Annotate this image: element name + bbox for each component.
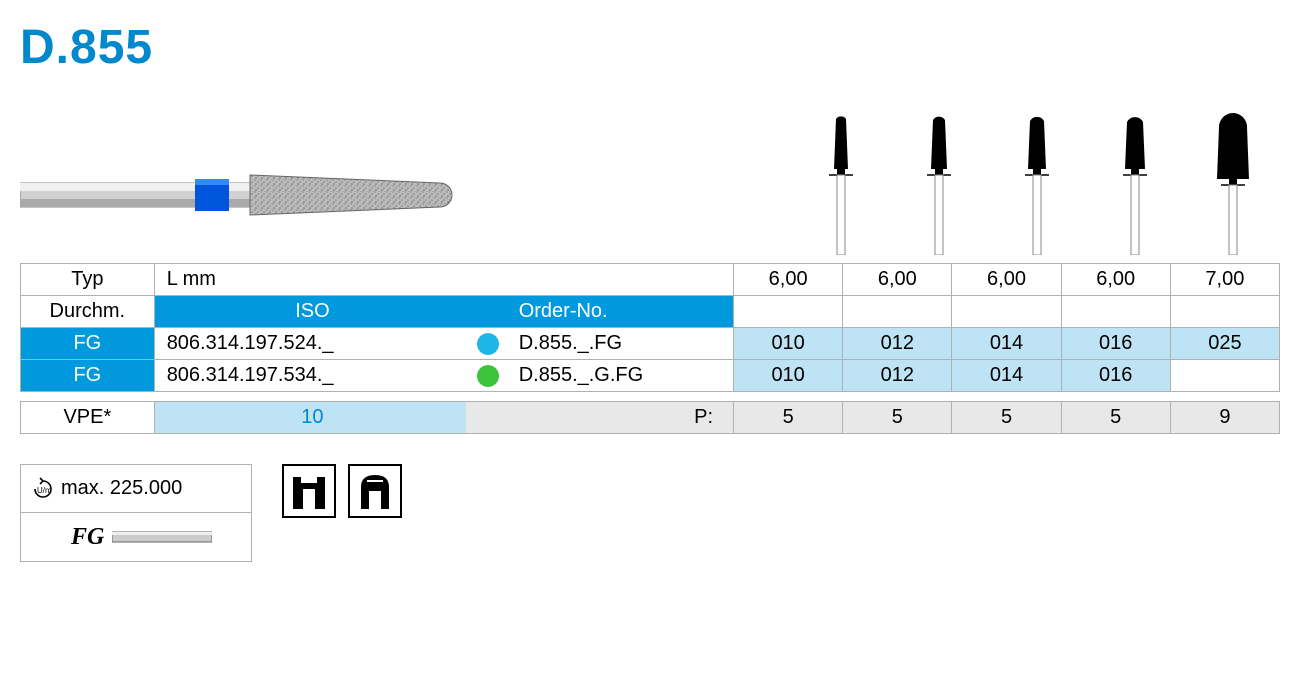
svg-text:U/m: U/m	[37, 486, 52, 495]
shank-icon	[112, 528, 212, 546]
variant-0-size-1: 012	[843, 328, 952, 360]
rpm-text: max. 225.000	[61, 477, 182, 500]
size-silhouette-4	[1184, 95, 1282, 255]
lmm-2: 6,00	[952, 264, 1061, 296]
row-variant-1: FG 806.314.197.534._ D.855._.G.FG 010 01…	[21, 360, 1280, 392]
fg-label: FG	[71, 524, 104, 551]
product-title: D.855	[20, 20, 1282, 75]
hero-bur-image	[20, 135, 480, 255]
variant-0-iso: 806.314.197.524._	[154, 328, 466, 360]
application-icons	[282, 464, 402, 518]
label-durchm: Durchm.	[21, 296, 155, 328]
variant-0-size-3: 016	[1061, 328, 1170, 360]
blank	[511, 264, 734, 296]
rpm-icon: U/m	[29, 475, 57, 503]
variant-1-size-0: 010	[734, 360, 843, 392]
header-orderno: Order-No.	[511, 296, 734, 328]
spec-table: Typ L mm 6,00 6,00 6,00 6,00 7,00 Durchm…	[20, 263, 1280, 434]
rpm-box: U/m max. 225.000 FG	[20, 464, 252, 562]
p-3: 5	[1061, 402, 1170, 434]
p-0: 5	[734, 402, 843, 434]
variant-1-type: FG	[21, 360, 155, 392]
size-silhouette-0	[792, 95, 890, 255]
blank	[843, 296, 952, 328]
size-silhouette-3	[1086, 95, 1184, 255]
label-typ: Typ	[21, 264, 155, 296]
footer-row: U/m max. 225.000 FG	[20, 464, 1282, 562]
top-visual-row	[20, 95, 1282, 255]
blank	[1170, 296, 1279, 328]
p-4: 9	[1170, 402, 1279, 434]
lmm-3: 6,00	[1061, 264, 1170, 296]
label-lmm: L mm	[154, 264, 466, 296]
size-silhouette-2	[988, 95, 1086, 255]
blank	[466, 296, 511, 328]
blank	[466, 264, 511, 296]
row-variant-0: FG 806.314.197.524._ D.855._.FG 010 012 …	[21, 328, 1280, 360]
variant-1-size-4	[1170, 360, 1279, 392]
rpm-max: U/m max. 225.000	[21, 465, 251, 513]
variant-1-iso: 806.314.197.534._	[154, 360, 466, 392]
variant-1-dot	[466, 360, 511, 392]
shank-type: FG	[21, 513, 251, 561]
size-silhouettes-row	[792, 95, 1282, 255]
application-icon-1	[282, 464, 336, 518]
lmm-1: 6,00	[843, 264, 952, 296]
row-vpe: VPE* 10 P: 5 5 5 5 9	[21, 402, 1280, 434]
variant-0-order: D.855._.FG	[511, 328, 734, 360]
header-iso: ISO	[154, 296, 466, 328]
label-p: P:	[511, 402, 734, 434]
lmm-4: 7,00	[1170, 264, 1279, 296]
variant-0-size-0: 010	[734, 328, 843, 360]
variant-1-size-1: 012	[843, 360, 952, 392]
blank	[952, 296, 1061, 328]
row-headers: Durchm. ISO Order-No.	[21, 296, 1280, 328]
lmm-0: 6,00	[734, 264, 843, 296]
size-silhouette-1	[890, 95, 988, 255]
variant-0-size-4: 025	[1170, 328, 1279, 360]
blank	[466, 402, 511, 434]
variant-0-dot	[466, 328, 511, 360]
variant-0-size-2: 014	[952, 328, 1061, 360]
row-lmm: Typ L mm 6,00 6,00 6,00 6,00 7,00	[21, 264, 1280, 296]
p-2: 5	[952, 402, 1061, 434]
variant-1-order: D.855._.G.FG	[511, 360, 734, 392]
variant-0-type: FG	[21, 328, 155, 360]
variant-1-size-3: 016	[1061, 360, 1170, 392]
variant-1-size-2: 014	[952, 360, 1061, 392]
p-1: 5	[843, 402, 952, 434]
label-vpe: VPE*	[21, 402, 155, 434]
application-icon-2	[348, 464, 402, 518]
blank	[734, 296, 843, 328]
vpe-value: 10	[154, 402, 466, 434]
blank	[1061, 296, 1170, 328]
